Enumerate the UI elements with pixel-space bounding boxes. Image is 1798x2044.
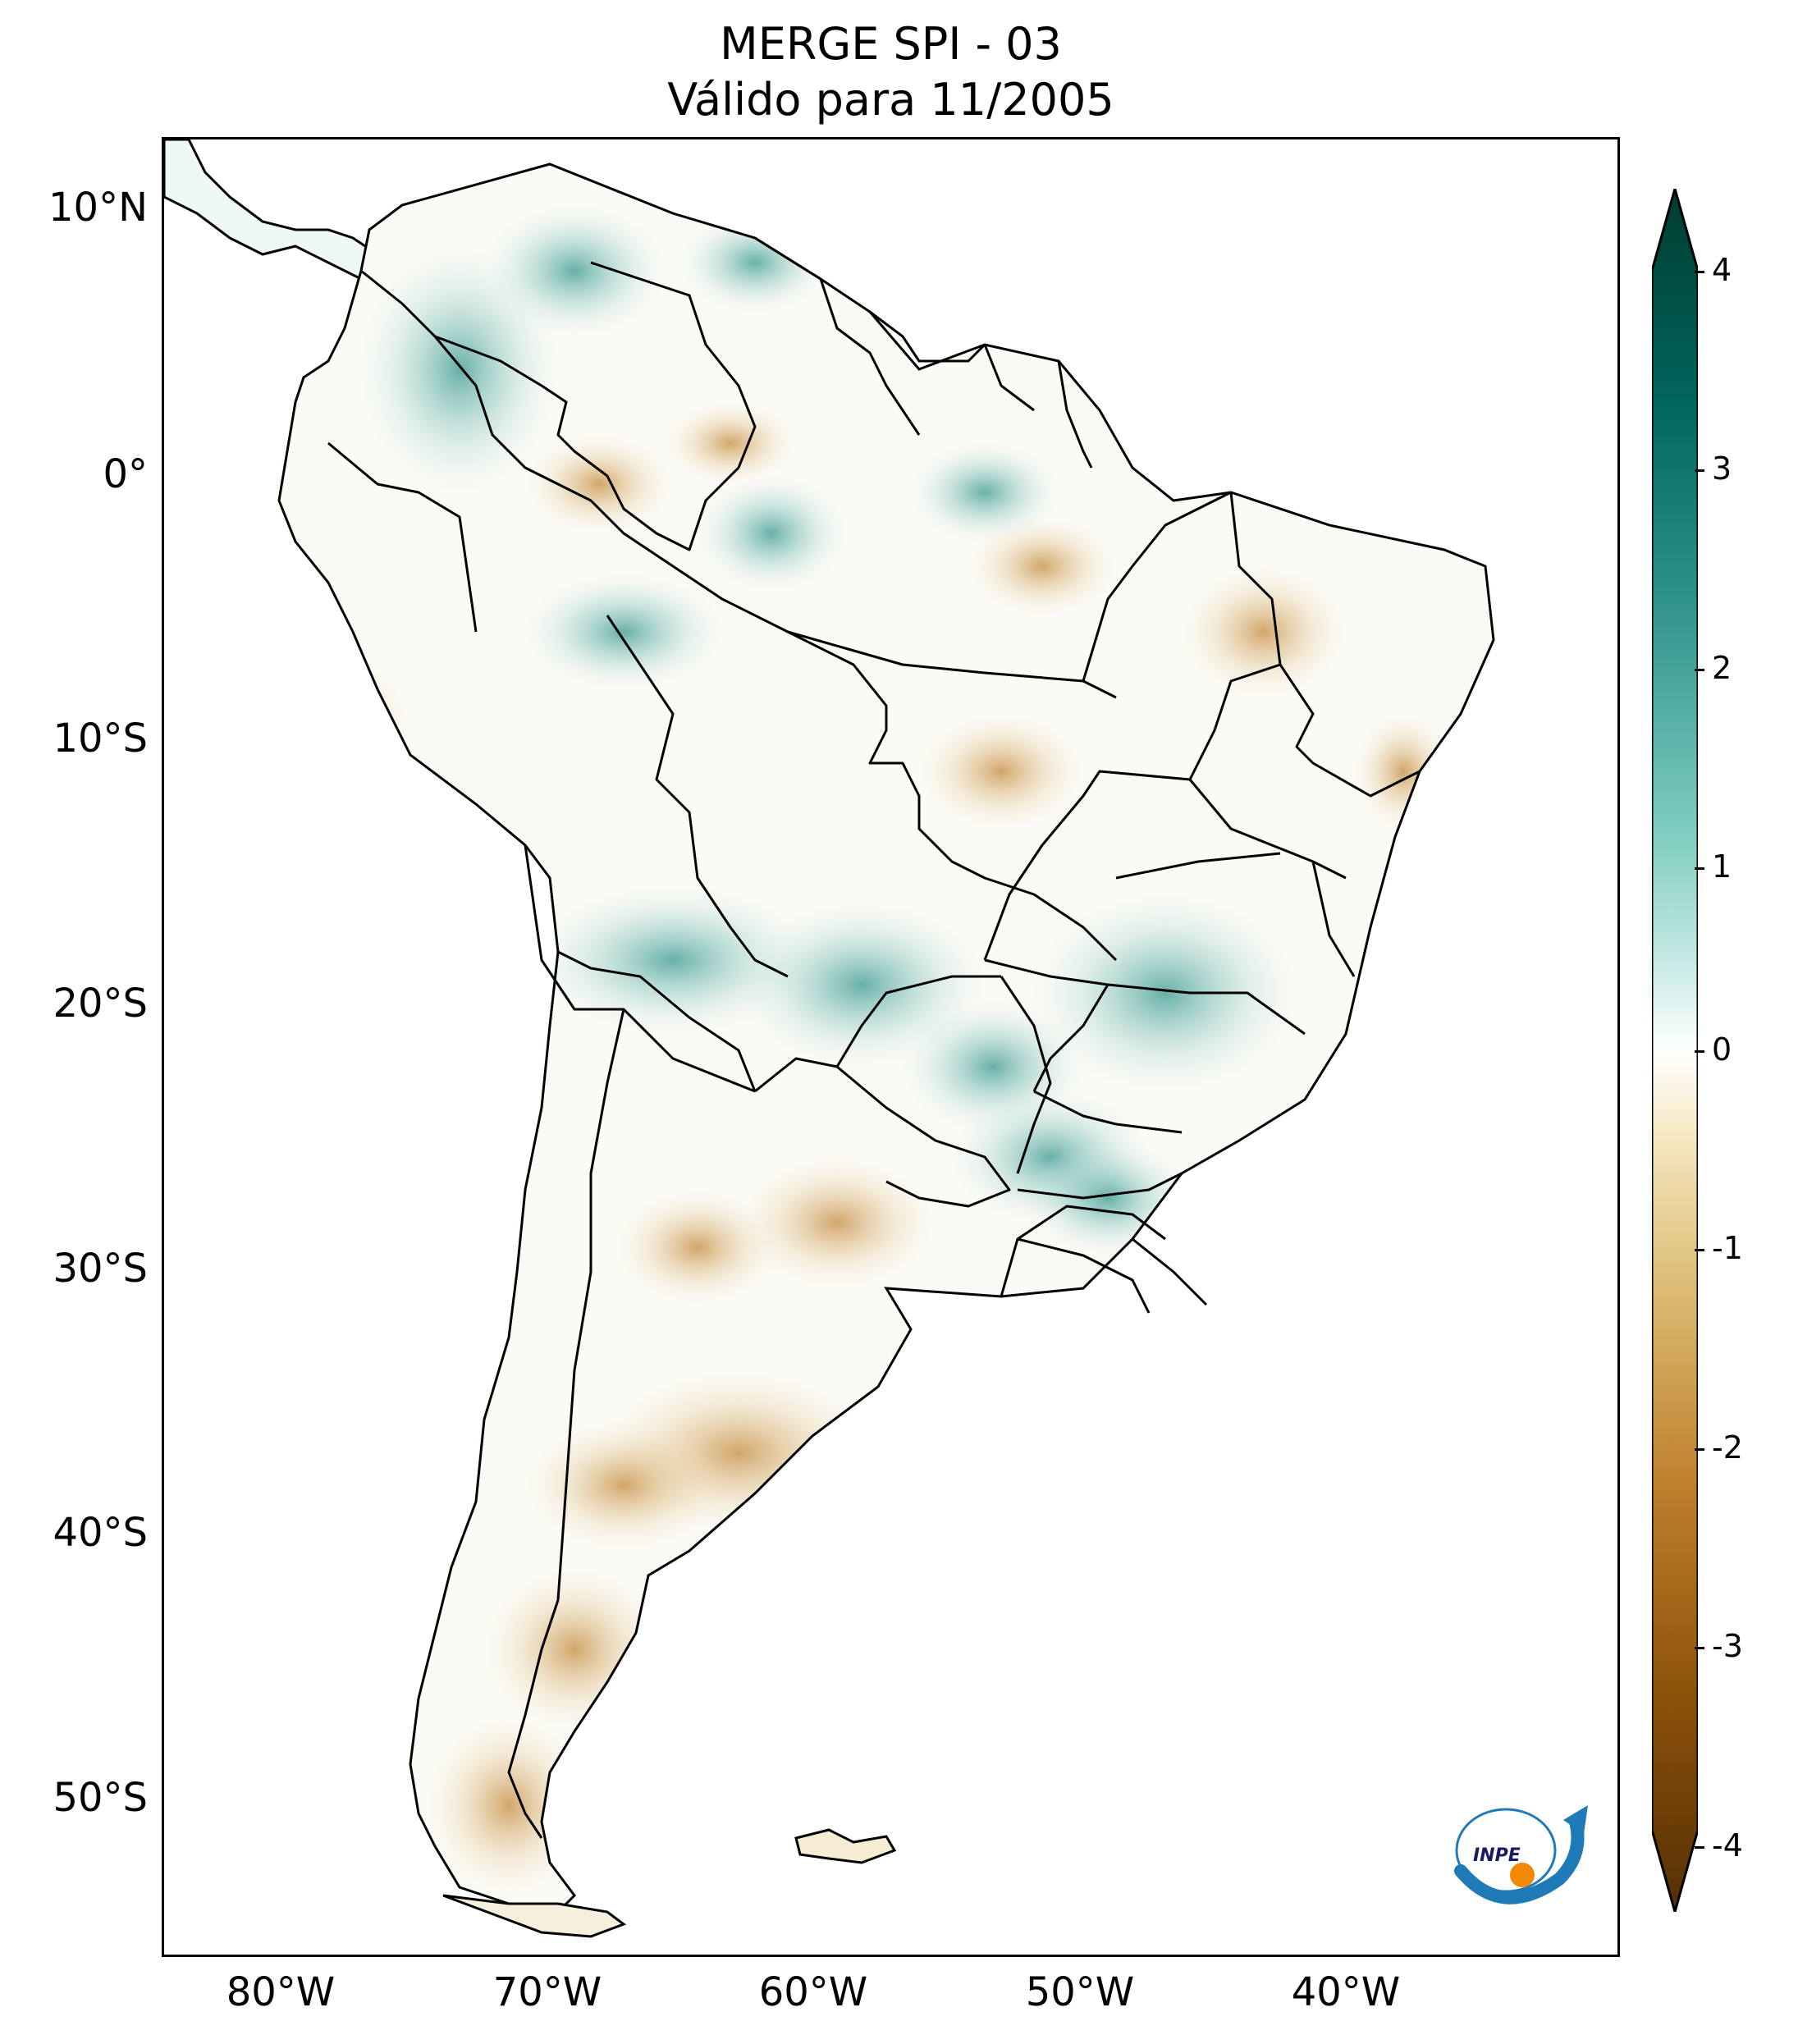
- lon-label-50w: 50°W: [1025, 1969, 1135, 2015]
- central-america: [164, 139, 380, 281]
- cb-tick-mark: [1695, 1448, 1704, 1451]
- colorbar: [1652, 189, 1698, 1912]
- cb-tick-label: 1: [1712, 848, 1732, 885]
- lat-label-10n: 10°N: [48, 185, 148, 231]
- cb-tick-mark: [1695, 1050, 1704, 1053]
- cb-tick-label: -2: [1712, 1429, 1743, 1466]
- cb-tick-mark: [1695, 867, 1704, 870]
- cb-tick-label: -3: [1712, 1628, 1743, 1664]
- cb-tick-label: 0: [1712, 1031, 1732, 1068]
- map-panel: [162, 137, 1620, 1957]
- south-america-map: [164, 139, 1495, 1938]
- tierra-del-fuego: [442, 1894, 627, 1938]
- cb-tick-label: 2: [1712, 650, 1732, 686]
- svg-text:INPE: INPE: [1473, 1845, 1521, 1866]
- borders: [327, 236, 1421, 1839]
- lat-label-40s: 40°S: [53, 1510, 148, 1556]
- cb-tick-label: -1: [1712, 1230, 1743, 1266]
- map-title: MERGE SPI - 03: [720, 18, 1062, 70]
- lat-label-30s: 30°S: [53, 1246, 148, 1292]
- falkland-islands: [794, 1828, 897, 1864]
- lat-label-10s: 10°S: [53, 716, 148, 761]
- lat-label-20s: 20°S: [53, 981, 148, 1027]
- inpe-logo: INPE: [1454, 1805, 1588, 1905]
- cb-tick-mark: [1695, 469, 1704, 472]
- lon-label-40w: 40°W: [1291, 1969, 1401, 2015]
- spi-field: [295, 205, 1453, 1895]
- cb-tick-mark: [1695, 1846, 1704, 1849]
- lat-label-50s: 50°S: [53, 1775, 148, 1821]
- cb-tick-label: 4: [1712, 252, 1732, 288]
- map-subtitle: Válido para 11/2005: [667, 74, 1114, 126]
- cb-tick-label: 3: [1712, 450, 1732, 487]
- cb-tick-mark: [1695, 669, 1704, 671]
- lon-label-60w: 60°W: [758, 1969, 868, 2015]
- lat-label-0: 0°: [103, 451, 148, 497]
- cb-tick-mark: [1695, 1647, 1704, 1649]
- cb-tick-label: -4: [1712, 1827, 1743, 1863]
- cb-tick-mark: [1695, 271, 1704, 273]
- cb-tick-mark: [1695, 1249, 1704, 1251]
- lon-label-80w: 80°W: [226, 1969, 336, 2015]
- lon-label-70w: 70°W: [492, 1969, 602, 2015]
